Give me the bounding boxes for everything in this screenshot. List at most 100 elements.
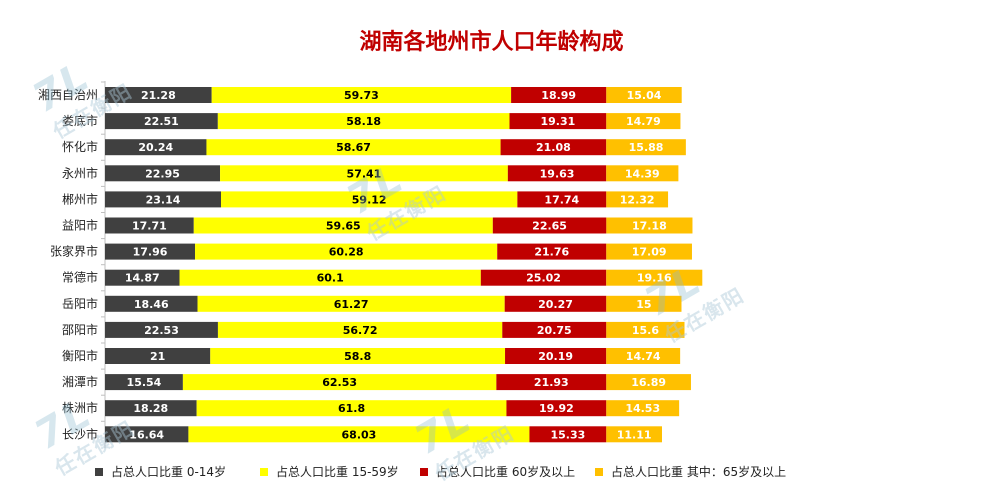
bar-segment (188, 426, 530, 443)
category-label: 张家界市 (50, 244, 98, 259)
data-label: 21.28 (141, 89, 176, 102)
data-label: 19.63 (540, 167, 575, 180)
bar-segment (517, 191, 607, 208)
data-label: 17.74 (544, 193, 579, 206)
category-label: 岳阳市 (62, 296, 98, 311)
data-label: 18.46 (134, 298, 169, 311)
bar-segment (606, 321, 685, 338)
legend-swatch (260, 467, 268, 476)
bar-segment (606, 165, 679, 182)
legend-item: 占总人口比重 15-59岁 (260, 463, 399, 480)
bar-segment (606, 426, 662, 443)
data-label: 14.79 (626, 115, 661, 128)
legend-label: 占总人口比重 0-14岁 (111, 465, 227, 479)
bar-segment (105, 400, 197, 417)
category-label: 湘潭市 (62, 374, 98, 389)
data-label: 15.88 (629, 141, 664, 154)
legend-label: 占总人口比重 60岁及以上 (436, 465, 576, 479)
data-label: 18.28 (133, 402, 168, 415)
bar-segment (196, 400, 507, 417)
bar-segment (182, 374, 497, 391)
data-label: 17.18 (632, 220, 667, 233)
legend-item: 占总人口比重 0-14岁 (95, 463, 226, 480)
bar-segment (606, 295, 682, 312)
bar-segment (105, 113, 218, 130)
bar-segment (193, 217, 493, 234)
bar-segment (105, 243, 196, 260)
data-label: 21 (150, 350, 165, 363)
bar-segment (502, 321, 607, 338)
bar-segment (105, 139, 207, 156)
category-label: 永州市 (62, 165, 98, 180)
legend-label: 占总人口比重 其中：65岁及以上 (611, 465, 787, 479)
bar-segment (220, 165, 508, 182)
category-label: 益阳市 (62, 218, 98, 233)
bar-segment (606, 217, 693, 234)
bar-segment (511, 87, 607, 103)
data-label: 22.53 (144, 324, 179, 337)
bar-segment (179, 269, 481, 286)
data-label: 15.04 (627, 89, 662, 102)
data-label: 16.64 (129, 428, 164, 441)
data-label: 15.6 (632, 324, 659, 337)
data-label: 59.73 (344, 89, 379, 102)
bar-segment (606, 400, 680, 417)
data-label: 14.39 (625, 167, 660, 180)
bar-segment (606, 348, 681, 364)
data-label: 11.11 (617, 428, 652, 441)
data-label: 58.67 (336, 141, 371, 154)
legend-swatch (420, 467, 428, 476)
data-label: 18.99 (541, 89, 576, 102)
data-label: 59.65 (326, 220, 361, 233)
data-label: 19.16 (637, 272, 672, 285)
data-label: 15.54 (127, 376, 162, 389)
data-label: 21.08 (536, 141, 571, 154)
legend-item: 占总人口比重 其中：65岁及以上 (595, 463, 786, 480)
bar-segment (480, 269, 607, 286)
bar-segment (606, 269, 703, 286)
bar-segment (105, 165, 221, 182)
data-label: 21.93 (534, 376, 569, 389)
bar-segment (217, 113, 510, 130)
bar-segment (606, 374, 691, 391)
bar-segment (504, 295, 607, 312)
data-label: 61.8 (338, 402, 365, 415)
bar-segment (217, 321, 503, 338)
bar-segment (529, 426, 607, 443)
bar-segment (105, 426, 189, 443)
data-label: 14.74 (626, 350, 661, 363)
bar-segment (105, 191, 221, 208)
category-label: 常德市 (62, 270, 98, 285)
legend-item: 占总人口比重 60岁及以上 (420, 463, 575, 480)
bar-segment (105, 348, 211, 364)
bar-segment (606, 139, 686, 156)
bar-segment (221, 191, 518, 208)
data-label: 58.18 (346, 115, 381, 128)
bar-segment (105, 295, 198, 312)
chart-title: 湖南各地州市人口年龄构成 (359, 30, 624, 55)
bar-segment (195, 243, 498, 260)
bar-segment (206, 139, 501, 156)
data-label: 19.92 (539, 402, 574, 415)
bar-segment (197, 295, 505, 312)
chart-legend: 占总人口比重 0-14岁 占总人口比重 15-59岁 占总人口比重 60岁及以上 占总… (0, 463, 983, 487)
bar-segment (105, 217, 194, 234)
legend-swatch (595, 467, 603, 476)
data-label: 20.27 (538, 298, 573, 311)
category-label: 郴州市 (62, 191, 98, 206)
category-label: 湘西自治州 (38, 87, 98, 102)
data-label: 56.72 (343, 324, 378, 337)
bar-segment (105, 321, 218, 338)
bar-segment (606, 113, 681, 130)
data-label: 19.31 (541, 115, 576, 128)
data-label: 23.14 (146, 193, 181, 206)
data-label: 22.65 (532, 220, 567, 233)
bar-segment (500, 139, 607, 156)
bar-segment (606, 87, 682, 103)
bar-segment (105, 87, 212, 103)
data-label: 17.09 (632, 246, 667, 259)
bar-segment (606, 191, 669, 208)
data-label: 60.1 (317, 272, 344, 285)
data-label: 17.71 (132, 220, 167, 233)
data-label: 59.12 (352, 193, 387, 206)
